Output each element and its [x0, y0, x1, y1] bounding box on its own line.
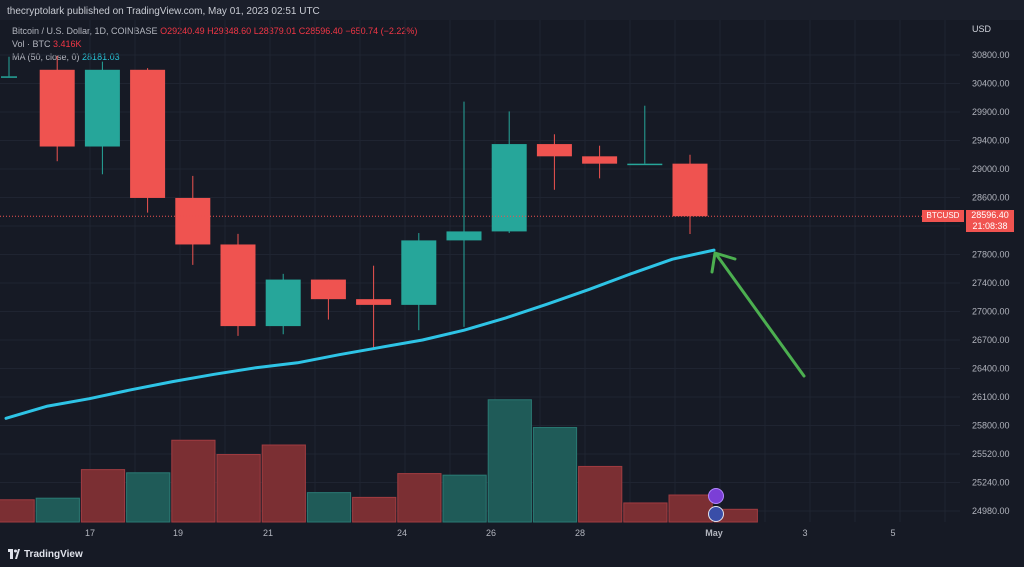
bar-countdown: 21:08:38 [972, 221, 1008, 231]
volume-bar [352, 496, 397, 523]
candle-body [39, 69, 75, 147]
candle-body [446, 231, 482, 241]
last-price-tag: 28596.40 21:08:38 [966, 210, 1014, 232]
volume-bar [306, 492, 352, 523]
candle-body [175, 197, 211, 245]
date-tick-label: 3 [802, 528, 807, 538]
date-tick-label: 28 [575, 528, 585, 538]
ma-value: 28181.03 [82, 52, 120, 62]
ohlc-open: O29240.49 [160, 26, 205, 36]
price-tick-label: 28600.00 [972, 193, 1010, 203]
last-price: 28596.40 [971, 210, 1009, 220]
candle-body [265, 279, 301, 327]
volume-bar [532, 427, 578, 523]
price-tick-label: 30800.00 [972, 50, 1010, 60]
date-tick-label: 19 [173, 528, 183, 538]
arrow-shaft [714, 252, 806, 378]
publish-bar: thecryptolark published on TradingView.c… [0, 0, 1024, 20]
price-tick-label: 26400.00 [972, 364, 1010, 374]
candle-body [356, 299, 392, 305]
ma-row[interactable]: MA (50, close, 0) 28181.03 [12, 51, 417, 64]
chart-legend: Bitcoin / U.S. Dollar, 1D, COINBASE O292… [12, 25, 417, 64]
price-tick-label: 29900.00 [972, 107, 1010, 117]
candle-body [310, 279, 346, 300]
symbol-row[interactable]: Bitcoin / U.S. Dollar, 1D, COINBASE O292… [12, 25, 417, 38]
volume-bar [668, 494, 713, 523]
candle-body [1, 76, 17, 78]
candle-body [130, 69, 166, 198]
symbol-name: Bitcoin / U.S. Dollar, 1D, COINBASE [12, 26, 158, 36]
date-tick-label: 21 [263, 528, 273, 538]
candle-body [491, 144, 527, 232]
flag-icon[interactable] [708, 506, 724, 522]
volume-label: Vol · BTC [12, 39, 51, 49]
brand-name: TradingView [24, 549, 83, 560]
candle-body [220, 244, 256, 327]
date-tick-label: 5 [890, 528, 895, 538]
candle-body [582, 156, 618, 164]
ohlc-high: H29348.60 [207, 26, 252, 36]
footer [0, 544, 1024, 567]
date-axis: 17 19 21 24 26 28 May 3 5 [85, 528, 896, 538]
candle-body [536, 144, 572, 157]
currency-label: USD [972, 24, 992, 34]
candles [1, 55, 708, 349]
volume-bar [0, 499, 35, 523]
price-tick-label: 25520.00 [972, 449, 1010, 459]
volume-bar [35, 497, 80, 523]
volume-bar [126, 472, 171, 523]
volume-bar [487, 399, 532, 523]
ohlc-change: −650.74 (−2.22%) [345, 26, 418, 36]
candle-body [627, 163, 663, 166]
volume-bar [216, 454, 261, 523]
candle-body [401, 240, 437, 305]
volume-bars [0, 399, 758, 523]
ma-line [4, 248, 716, 420]
ma-label: MA (50, close, 0) [12, 52, 80, 62]
price-axis-bg [962, 20, 1024, 544]
price-tick-label: 29400.00 [972, 136, 1010, 146]
date-tick-label: 24 [397, 528, 407, 538]
price-tick-label: 27800.00 [972, 250, 1010, 260]
candle-body [84, 69, 120, 147]
volume-value: 3.416K [53, 39, 82, 49]
volume-bar [397, 473, 442, 523]
price-tick-label: 25240.00 [972, 478, 1010, 488]
tradingview-logo-icon [8, 549, 20, 560]
price-tick-label: 30400.00 [972, 79, 1010, 89]
price-tick-label: 25800.00 [972, 421, 1010, 431]
price-tick-label: 29000.00 [972, 164, 1010, 174]
price-tick-label: 26100.00 [972, 392, 1010, 402]
volume-bar [623, 502, 668, 523]
date-tick-label: May [705, 528, 723, 538]
price-tick-label: 24980.00 [972, 506, 1010, 516]
arrow-head [710, 251, 737, 274]
price-tick-label: 27400.00 [972, 278, 1010, 288]
ohlc-low: L28379.01 [253, 26, 297, 36]
volume-bar [171, 439, 216, 523]
date-tick-label: 26 [486, 528, 496, 538]
volume-bar [442, 474, 487, 523]
candle-body [672, 163, 708, 217]
price-tick-label: 27000.00 [972, 307, 1010, 317]
event-icon[interactable] [708, 488, 724, 504]
annotation-arrow [710, 251, 806, 378]
volume-bar [80, 469, 126, 523]
publish-line: thecryptolark published on TradingView.c… [7, 6, 320, 17]
volume-bar [578, 465, 623, 523]
price-axis: 30800.00 30400.00 29900.00 29400.00 29000.00… [962, 20, 1024, 544]
brand-logo[interactable]: TradingView [8, 549, 83, 560]
ticker-tag: BTCUSD [922, 210, 964, 222]
volume-row[interactable]: Vol · BTC 3.416K [12, 38, 417, 51]
date-tick-label: 17 [85, 528, 95, 538]
ohlc-close: C28596.40 [298, 26, 343, 36]
volume-bar [261, 444, 306, 523]
price-tick-label: 26700.00 [972, 335, 1010, 345]
